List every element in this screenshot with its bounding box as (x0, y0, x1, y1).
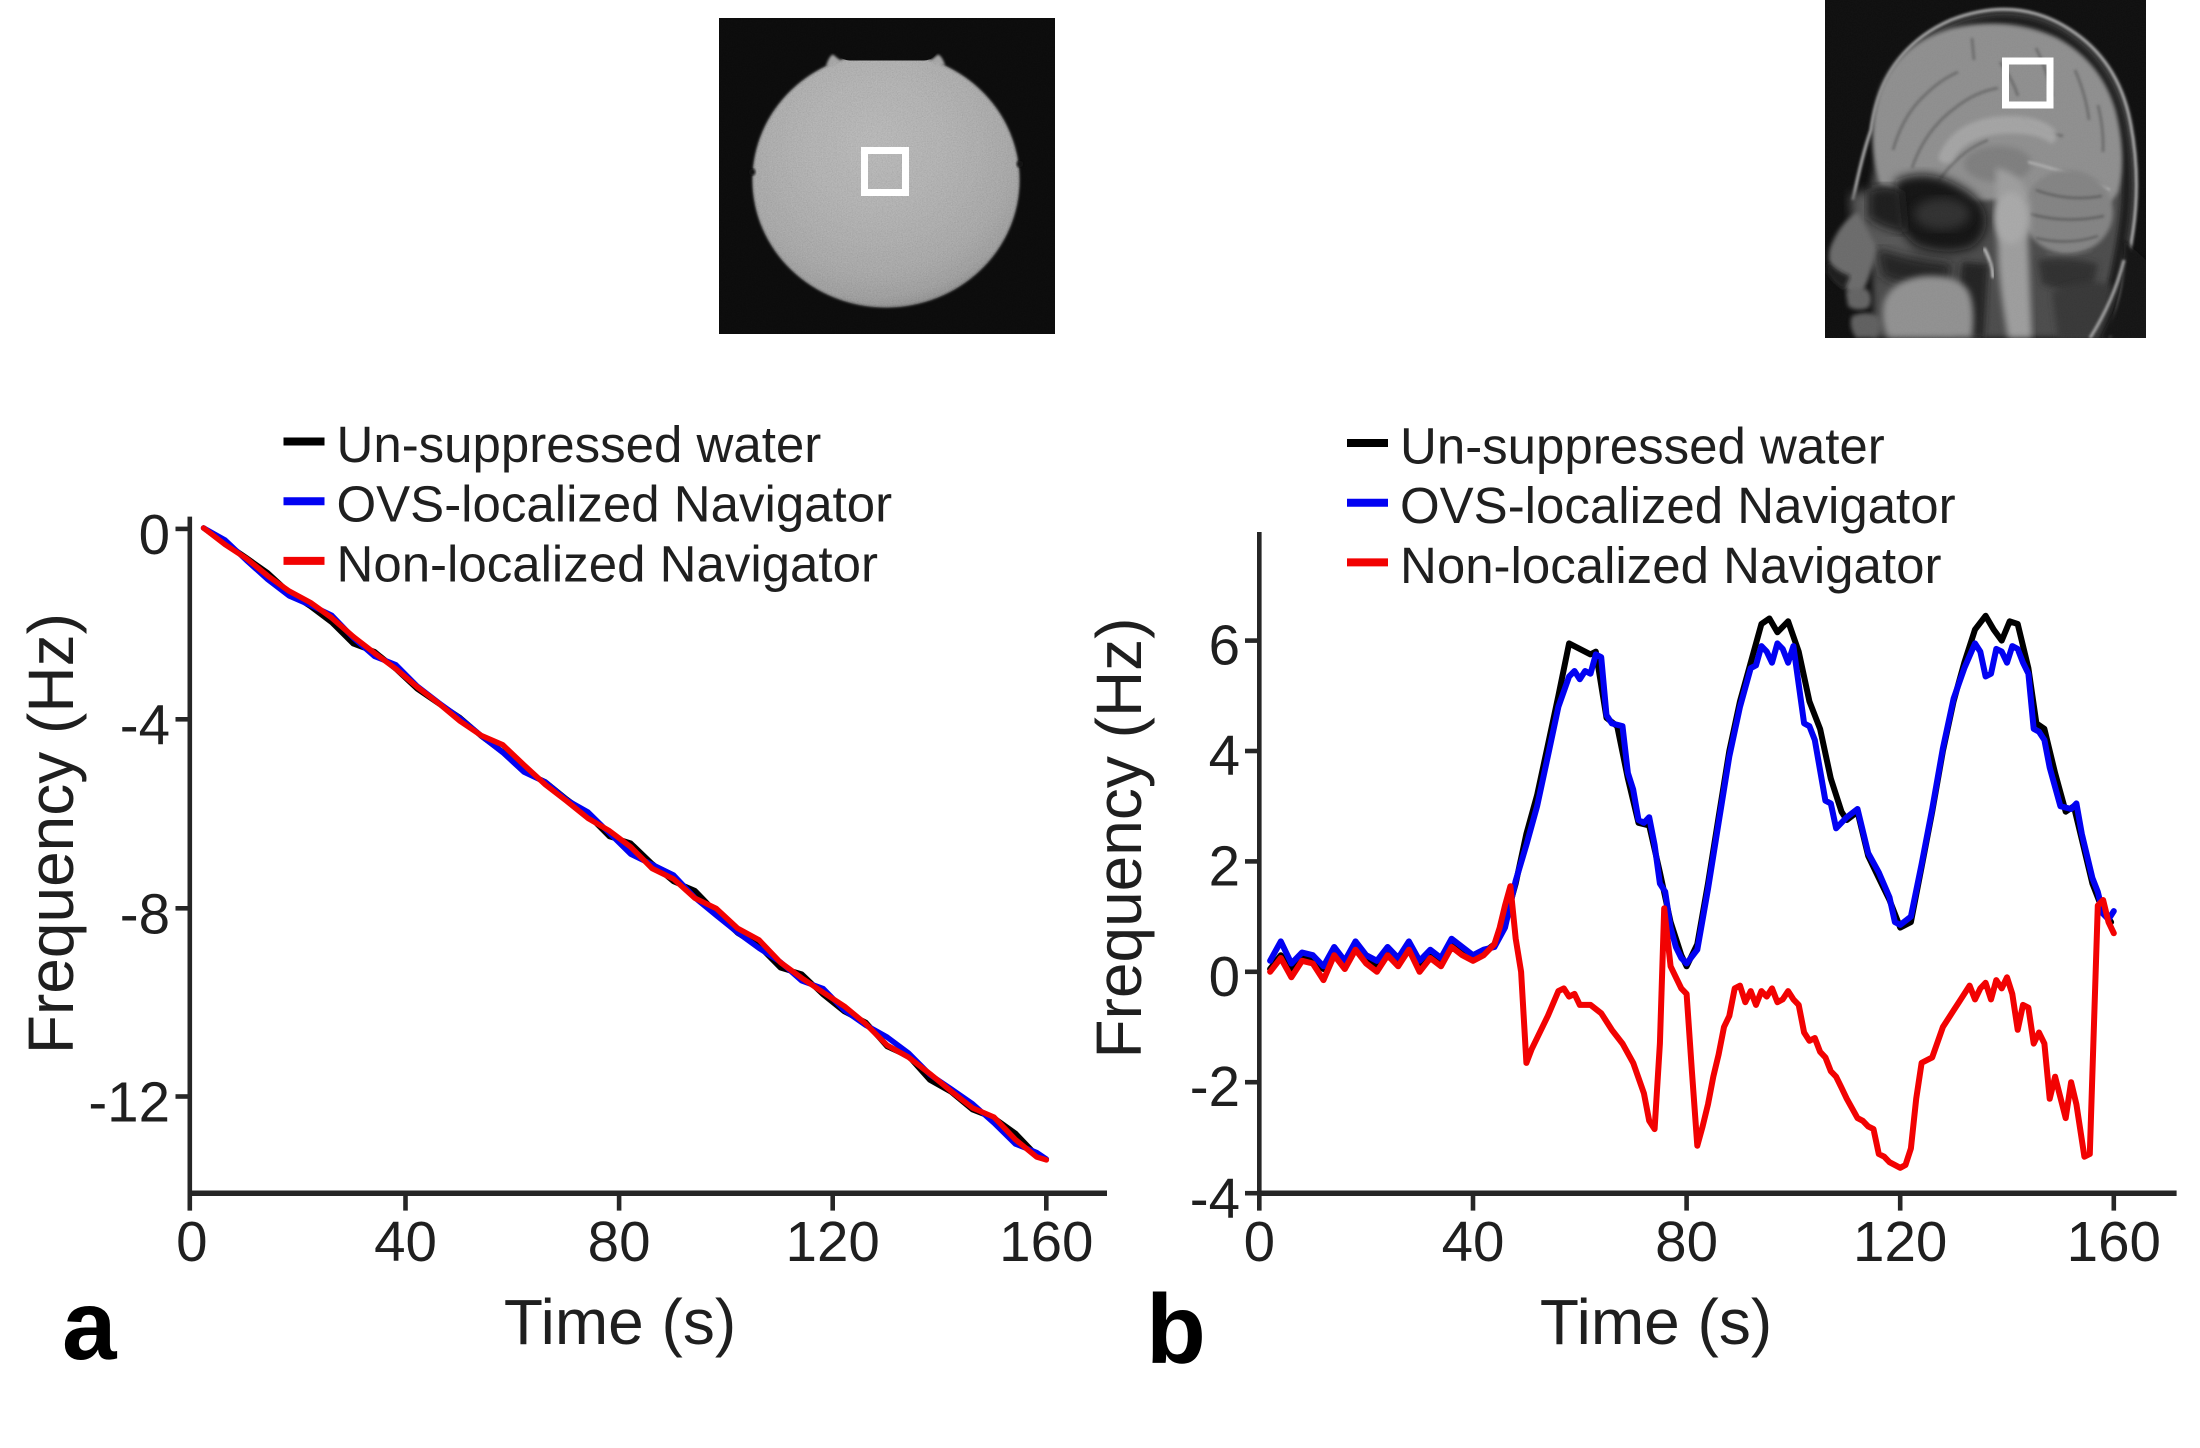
svg-text:-8: -8 (120, 882, 170, 945)
svg-text:a: a (62, 1270, 118, 1380)
svg-text:-4: -4 (120, 693, 170, 756)
svg-text:b: b (1146, 1274, 1206, 1384)
svg-text:4: 4 (1209, 724, 1240, 787)
svg-text:Non-localized Navigator: Non-localized Navigator (1400, 537, 1941, 594)
svg-text:80: 80 (1655, 1210, 1718, 1273)
svg-text:OVS-localized Navigator: OVS-localized Navigator (337, 476, 893, 533)
svg-text:-4: -4 (1190, 1167, 1240, 1230)
svg-text:120: 120 (786, 1210, 880, 1273)
svg-text:160: 160 (999, 1210, 1093, 1273)
svg-text:Frequency (Hz): Frequency (Hz) (1083, 618, 1155, 1059)
svg-text:-2: -2 (1190, 1055, 1240, 1118)
svg-text:Non-localized Navigator: Non-localized Navigator (337, 535, 878, 592)
svg-text:OVS-localized Navigator: OVS-localized Navigator (1400, 477, 1956, 534)
svg-text:0: 0 (1209, 945, 1240, 1008)
svg-text:Un-suppressed water: Un-suppressed water (337, 416, 822, 473)
svg-text:0: 0 (176, 1210, 207, 1273)
svg-text:Frequency (Hz): Frequency (Hz) (15, 613, 87, 1054)
svg-text:120: 120 (1853, 1210, 1947, 1273)
svg-text:Un-suppressed water: Un-suppressed water (1400, 418, 1885, 475)
svg-text:40: 40 (1442, 1210, 1505, 1273)
svg-text:Time (s): Time (s) (504, 1286, 736, 1358)
svg-text:2: 2 (1209, 834, 1240, 897)
svg-text:-12: -12 (88, 1071, 170, 1134)
svg-text:80: 80 (588, 1210, 651, 1273)
svg-text:6: 6 (1209, 614, 1240, 677)
svg-text:40: 40 (374, 1210, 437, 1273)
svg-text:0: 0 (139, 503, 170, 566)
svg-text:Time (s): Time (s) (1540, 1286, 1772, 1358)
svg-text:0: 0 (1244, 1210, 1275, 1273)
svg-text:160: 160 (2067, 1210, 2161, 1273)
